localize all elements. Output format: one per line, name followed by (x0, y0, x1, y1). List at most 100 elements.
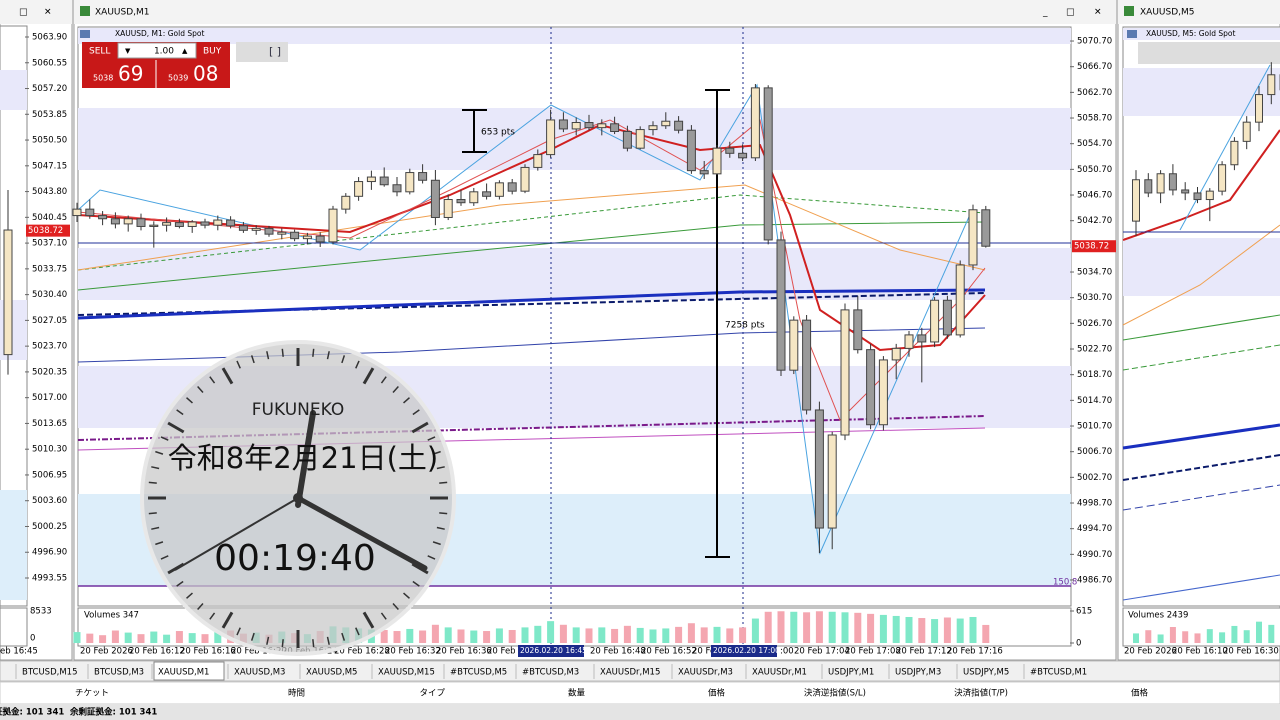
close-button[interactable]: ✕ (44, 8, 52, 18)
buy-button[interactable]: BUY (203, 47, 222, 57)
clock-tick (148, 481, 157, 484)
column-header[interactable]: 数量 (568, 688, 586, 699)
ruler-label: 653 pts (481, 128, 515, 138)
clock-ticks (148, 348, 448, 648)
volume-bar (1206, 629, 1213, 643)
volume-bar (188, 633, 196, 643)
y-tick-label: 5050.70 (1077, 165, 1112, 175)
column-header[interactable]: 時間 (288, 689, 305, 699)
clock-tick (160, 555, 169, 560)
candle-body (750, 87, 760, 159)
volume-bar (1157, 634, 1164, 643)
left-volume-pane (0, 607, 28, 647)
column-header[interactable]: 価格 (1131, 688, 1149, 699)
volume-bar (892, 615, 900, 643)
clock-tick (412, 580, 420, 587)
clock-date: 令和8年2月21日(土) (168, 441, 438, 475)
minimize-button[interactable]: _ (1042, 8, 1048, 18)
volume-bar (495, 628, 503, 643)
bid-small[interactable]: 69 (118, 62, 143, 86)
candle-body (1205, 190, 1214, 201)
panel-button-bg (236, 42, 288, 62)
column-header[interactable]: チケット (75, 689, 109, 699)
column-header[interactable]: 価格 (708, 688, 726, 699)
candle-body (917, 334, 927, 343)
volume-bar (163, 634, 171, 643)
tab[interactable]: XAUUSD,M5 (306, 668, 357, 678)
tab[interactable]: #BTCUSD,M1 (1030, 668, 1087, 678)
volume-bar (713, 626, 721, 643)
y-tick-label: 5006.70 (1077, 447, 1112, 457)
y-tick-label: 4994.70 (1077, 524, 1112, 534)
ma-line (1122, 574, 1280, 601)
tab[interactable]: #BTCUSD,M3 (522, 668, 579, 678)
lot-down[interactable]: ▼ (125, 47, 131, 55)
candle-body (1218, 164, 1227, 192)
window-icon (1124, 6, 1134, 16)
sell-button[interactable]: SELL (89, 47, 110, 57)
level-label: 150.8 (1053, 578, 1077, 588)
tab[interactable]: XAUUSD,M3 (234, 668, 285, 678)
y-tick-label: 5047.15 (32, 161, 67, 171)
tab[interactable]: #BTCUSD,M5 (450, 668, 507, 678)
column-header[interactable]: タイプ (419, 689, 445, 699)
volume-bar (1133, 633, 1139, 643)
candle-body (981, 209, 991, 247)
tab[interactable]: XAUUSD,M1 (158, 668, 209, 678)
ma-line (77, 184, 986, 271)
volume-bar (175, 631, 183, 643)
clock-tick (355, 360, 360, 369)
candle-body (1181, 189, 1190, 194)
close-button[interactable]: ✕ (1094, 8, 1102, 18)
x-tick-label: 20 Feb 16:36 (436, 647, 492, 657)
y-tick-label: 5020.35 (32, 367, 67, 377)
volume-bar (521, 627, 529, 643)
tab[interactable]: XAUUSD,M15 (378, 668, 435, 678)
tab[interactable]: XAUUSDr,M15 (600, 668, 660, 678)
clock-tick (380, 376, 387, 384)
volume-bar (790, 611, 798, 643)
candle-body (98, 215, 108, 220)
y-tick-label: 5063.90 (32, 32, 67, 42)
tab[interactable]: XAUUSDr,M3 (678, 668, 733, 678)
volume-bar (675, 626, 683, 643)
lot-up[interactable]: ▲ (182, 47, 188, 55)
lot-input[interactable] (117, 42, 197, 59)
panel-button[interactable]: [ ] (269, 45, 281, 58)
ask-small[interactable]: 08 (193, 62, 218, 86)
candle-body (290, 231, 300, 240)
candle-body (187, 221, 197, 227)
ma-line (1122, 423, 1280, 450)
maximize-button[interactable]: □ (19, 8, 28, 18)
candle-body (930, 299, 940, 343)
candle-body (443, 199, 453, 218)
clock-tick (250, 355, 255, 364)
tab[interactable]: USDJPY,M5 (963, 668, 1009, 678)
volume-bar (726, 628, 734, 643)
bid-big[interactable]: 5038 (93, 74, 113, 83)
tab[interactable]: BTCUSD,M15 (22, 668, 77, 678)
column-header[interactable]: 決済指値(T/P) (954, 688, 1008, 699)
tab[interactable]: BTCUSD,M3 (94, 668, 144, 678)
volume-title: Volumes 2439 (1128, 611, 1188, 621)
tab[interactable]: USDJPY,M1 (828, 668, 874, 678)
candle-body (354, 181, 364, 197)
volume-bar (1243, 630, 1250, 643)
status-text: 余剰証拠金: 101 341 (70, 707, 157, 718)
ma-line (77, 221, 986, 291)
clock-tick (266, 636, 270, 645)
y-tick-label: 5010.70 (1077, 422, 1112, 432)
y-tick-label: 4996.90 (32, 548, 67, 558)
tab[interactable]: XAUUSDr,M1 (752, 668, 807, 678)
volume-bar (585, 628, 593, 643)
volume-bar (431, 624, 439, 643)
clock-tick (197, 603, 204, 610)
maximize-button[interactable]: □ (1066, 8, 1075, 18)
tab[interactable]: USDJPY,M3 (895, 668, 941, 678)
ask-big[interactable]: 5039 (168, 74, 188, 83)
status-bar (0, 704, 1280, 720)
y-tick-label: 5003.60 (32, 496, 67, 506)
column-header[interactable]: 決済逆指値(S/L) (804, 688, 866, 699)
candle-body (482, 191, 492, 197)
